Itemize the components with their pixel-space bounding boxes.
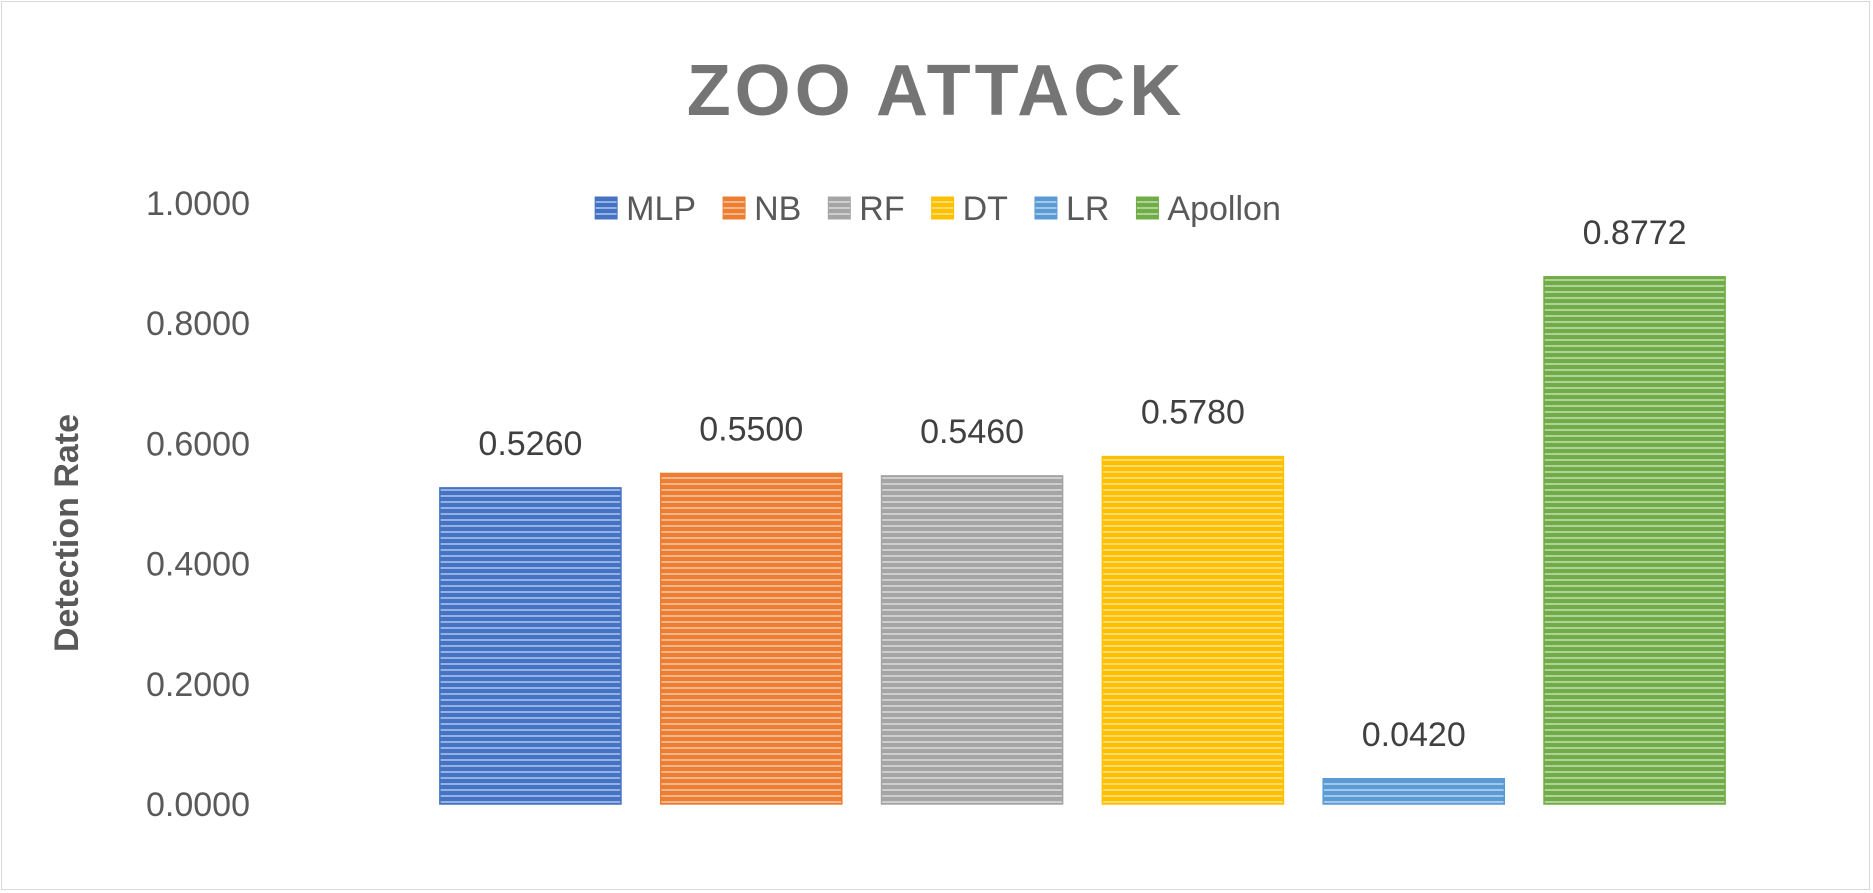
legend-item-lr: LR: [1034, 190, 1109, 228]
legend-item-mlp: MLP: [594, 190, 696, 228]
legend-item-dt: DT: [931, 190, 1008, 228]
legend-label: MLP: [626, 190, 696, 228]
y-tick-label: 0.0000: [146, 786, 250, 824]
legend-label: DT: [963, 190, 1008, 228]
y-axis-ticks: 0.0000 0.2000 0.4000 0.6000 0.8000 1.0000: [146, 185, 250, 824]
y-tick-label: 0.6000: [146, 425, 250, 463]
legend-swatch: [1135, 196, 1159, 220]
data-label-dt: 0.5780: [1141, 394, 1245, 432]
legend-swatch: [827, 196, 851, 220]
y-tick-label: 0.8000: [146, 305, 250, 343]
legend-item-nb: NB: [722, 190, 801, 228]
bar-dt: [1101, 455, 1285, 805]
data-label-rf: 0.5460: [920, 413, 1024, 451]
data-label-lr: 0.0420: [1362, 716, 1466, 754]
y-tick-label: 0.4000: [146, 546, 250, 584]
legend: MLP NB RF DT LR Apollon: [594, 190, 1281, 228]
bar-mlp: [439, 487, 622, 805]
bar-nb: [659, 472, 843, 805]
legend-label: NB: [754, 190, 801, 228]
chart-title: ZOO ATTACK: [687, 51, 1186, 131]
legend-swatch: [722, 196, 746, 220]
data-label-nb: 0.5500: [699, 410, 803, 448]
y-tick-label: 0.2000: [146, 666, 250, 704]
legend-swatch: [1034, 196, 1058, 220]
data-label-mlp: 0.5260: [478, 425, 582, 463]
legend-swatch: [594, 196, 618, 220]
legend-label: Apollon: [1167, 190, 1280, 228]
legend-swatch: [931, 196, 955, 220]
legend-label: RF: [859, 190, 904, 228]
legend-item-rf: RF: [827, 190, 905, 228]
bar-rf: [880, 475, 1064, 805]
legend-label: LR: [1066, 190, 1109, 228]
bars: [439, 276, 1726, 805]
data-label-apollon: 0.8772: [1583, 214, 1687, 252]
bar-lr: [1322, 778, 1506, 805]
y-axis-label: Detection Rate: [48, 414, 86, 652]
bar-apollon: [1543, 276, 1726, 805]
data-labels: 0.5260 0.5500 0.5460 0.5780 0.0420 0.8772: [478, 214, 1686, 754]
legend-item-apollon: Apollon: [1135, 190, 1281, 228]
y-tick-label: 1.0000: [146, 185, 250, 223]
